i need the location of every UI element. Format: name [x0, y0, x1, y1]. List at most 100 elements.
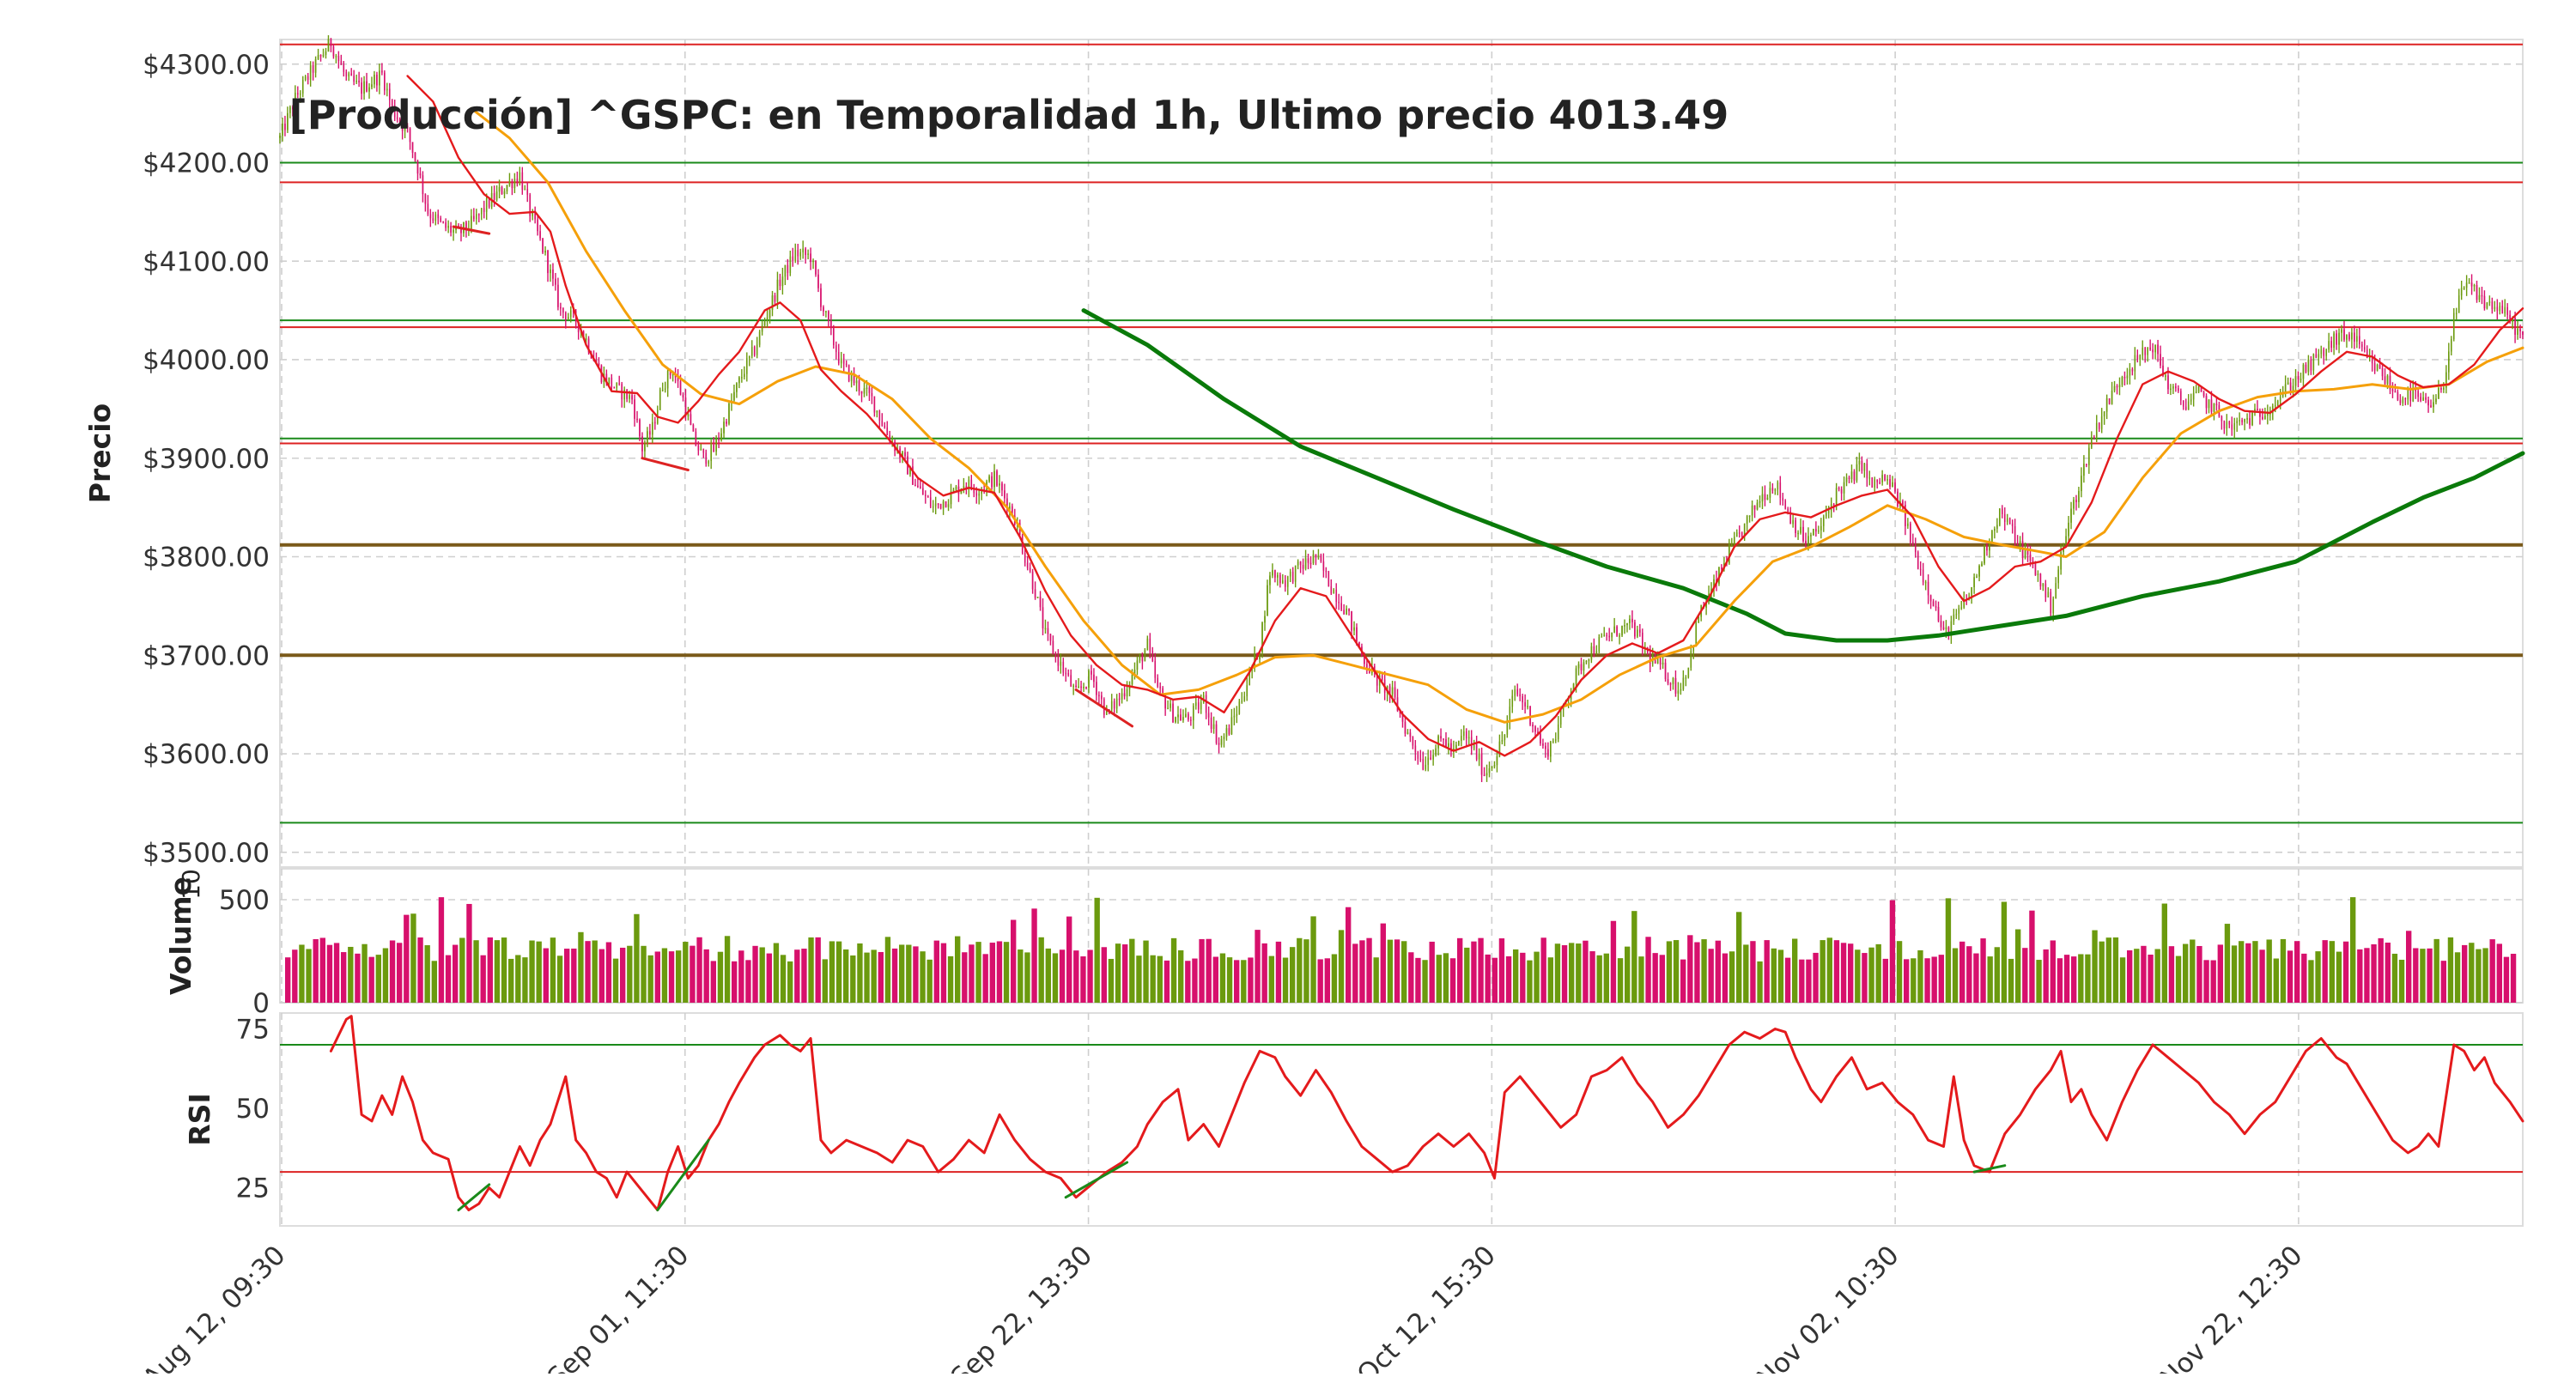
candle-up	[1629, 618, 1631, 623]
candle-up	[1170, 703, 1171, 708]
candle-up	[2356, 336, 2358, 342]
candle-up	[855, 380, 858, 384]
candle-up	[1473, 743, 1475, 749]
volume-bar	[1317, 959, 1323, 1003]
candle-up	[1115, 698, 1118, 709]
volume-bar	[1715, 940, 1721, 1003]
volume-bar	[724, 936, 731, 1003]
volume-bar	[745, 960, 751, 1003]
candle-down	[1547, 749, 1549, 757]
candle-down	[945, 500, 947, 507]
volume-bar	[2329, 941, 2335, 1003]
candle-down	[1741, 532, 1743, 537]
candle-down	[1006, 498, 1008, 511]
volume-bar	[361, 943, 368, 1003]
candle-down	[2152, 349, 2154, 353]
candle-down	[2297, 376, 2300, 379]
rsi-line	[329, 1015, 2524, 1211]
candle-down	[654, 422, 656, 424]
candle-down	[2144, 347, 2147, 355]
candle-up	[1598, 637, 1601, 652]
volume-bar	[2476, 949, 2482, 1003]
candle-up	[789, 256, 792, 274]
candle-down	[366, 81, 368, 92]
candle-up	[585, 338, 587, 340]
candle-down	[1180, 714, 1182, 720]
volume-bar	[2078, 954, 2084, 1003]
candle-down	[1366, 664, 1368, 669]
candle-down	[1889, 479, 1891, 487]
candle-up	[304, 76, 307, 80]
volume-bar	[2105, 937, 2111, 1003]
candle-down	[1545, 745, 1546, 749]
volume-bar	[2427, 948, 2433, 1003]
volume-bar	[2099, 941, 2105, 1003]
candle-down	[1606, 634, 1608, 637]
candle-up	[2402, 397, 2404, 403]
candle-up	[569, 310, 572, 318]
volume-bar	[2071, 956, 2077, 1003]
candle-down	[2131, 368, 2134, 372]
candle-up	[2134, 355, 2136, 372]
candle-down	[873, 396, 876, 413]
candle-down	[2289, 382, 2292, 391]
candle-up	[1264, 616, 1266, 623]
volume-bar	[1143, 940, 1149, 1003]
candle-up	[1136, 660, 1139, 670]
candle-up	[745, 358, 748, 374]
candle-down	[2003, 513, 2006, 522]
volume-bar	[2141, 945, 2147, 1003]
volume-bar	[955, 936, 961, 1003]
candle-down	[1351, 611, 1352, 631]
candle-down	[1917, 552, 1919, 569]
candle-down	[797, 250, 799, 257]
candle-up	[1185, 713, 1187, 718]
volume-bar	[906, 944, 912, 1003]
candle-down	[384, 72, 386, 91]
candle-down	[1902, 500, 1904, 506]
candle-down	[1639, 629, 1641, 633]
candle-down	[1905, 505, 1906, 526]
rsi-tick-label: 75	[236, 1015, 270, 1046]
candle-down	[1480, 753, 1483, 775]
candle-up	[2100, 416, 2103, 429]
price-tick-label: $3700.00	[143, 640, 270, 671]
price-tick-label: $3600.00	[143, 739, 270, 770]
candle-down	[1634, 622, 1636, 637]
candle-up	[776, 279, 779, 302]
candle-down	[2014, 526, 2016, 544]
candle-up	[1989, 543, 1990, 551]
candle-down	[2086, 464, 2087, 465]
volume-bar	[1820, 940, 1826, 1003]
volume-bar	[815, 937, 821, 1003]
candle-down	[429, 214, 432, 219]
candle-down	[1674, 677, 1677, 694]
candle-down	[2366, 349, 2368, 358]
candle-up	[1269, 575, 1271, 585]
volume-bar	[710, 961, 716, 1003]
rsi-trend-segment	[1972, 1164, 2007, 1174]
candle-up	[374, 75, 375, 85]
candle-up	[664, 388, 666, 391]
candle-up	[1304, 558, 1307, 569]
candle-up	[317, 55, 319, 59]
volume-bar	[2022, 948, 2028, 1003]
candle-down	[343, 64, 345, 72]
candle-down	[1853, 471, 1856, 481]
candle-up	[1624, 625, 1625, 627]
volume-bar	[647, 955, 653, 1003]
candle-up	[2037, 573, 2039, 575]
candle-down	[381, 70, 383, 73]
volume-bar	[2043, 949, 2049, 1003]
candle-down	[292, 106, 294, 110]
candle-down	[1188, 713, 1189, 720]
candle-up	[1656, 658, 1659, 664]
candle-up	[2233, 422, 2236, 430]
candle-up	[1467, 737, 1470, 739]
candle-down	[2481, 294, 2483, 297]
candle-up	[1907, 523, 1909, 526]
candle-down	[1218, 743, 1220, 745]
candle-up	[1863, 463, 1866, 471]
